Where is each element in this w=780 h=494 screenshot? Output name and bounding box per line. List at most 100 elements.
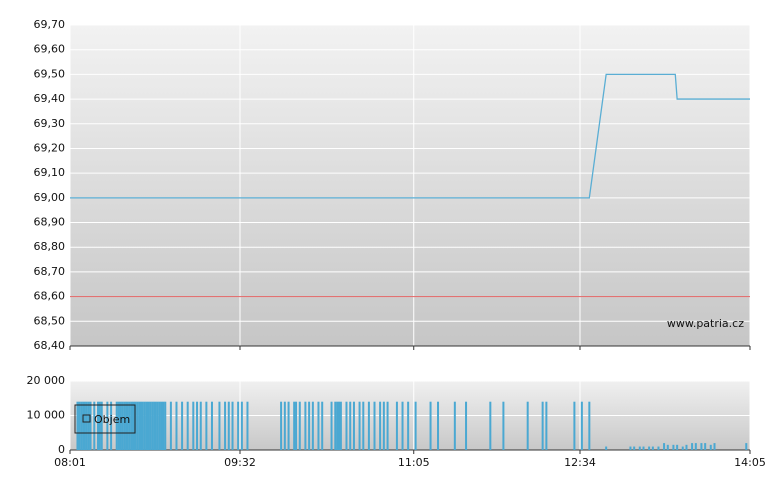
volume-bar (672, 444, 675, 450)
volume-bar (629, 446, 632, 450)
volume-bar (151, 401, 154, 450)
volume-bar (308, 401, 311, 450)
volume-bar (362, 401, 365, 450)
volume-bar (352, 401, 355, 450)
x-tick-label: 08:01 (54, 456, 86, 469)
volume-bar (642, 446, 645, 450)
volume-bar (128, 401, 131, 450)
volume-bar (339, 401, 342, 450)
y-tick-label: 0 (58, 443, 65, 456)
volume-bar (663, 443, 666, 450)
volume-bar (224, 401, 227, 450)
volume-bar (132, 401, 135, 450)
volume-bar (156, 401, 159, 450)
volume-bar (162, 401, 165, 450)
volume-bar (336, 401, 339, 450)
volume-bar (304, 401, 307, 450)
y-tick-label: 68,90 (34, 216, 66, 229)
y-tick-label: 69,10 (34, 166, 66, 179)
volume-bar (145, 401, 148, 450)
y-tick-label: 68,60 (34, 290, 66, 303)
volume-bar (330, 401, 333, 450)
volume-bar (240, 401, 243, 450)
y-tick-label: 10 000 (27, 409, 66, 422)
y-tick-label: 68,70 (34, 265, 66, 278)
volume-bar (745, 443, 748, 450)
y-tick-label: 69,70 (34, 18, 66, 31)
volume-bar (338, 401, 341, 450)
volume-bar (186, 401, 189, 450)
volume-bar (158, 401, 161, 450)
volume-bar (657, 446, 660, 450)
volume-bar (147, 401, 150, 450)
y-tick-label: 20 000 (27, 374, 66, 387)
volume-bar (154, 401, 157, 450)
volume-bar (293, 401, 296, 450)
volume-bar (295, 401, 298, 450)
volume-bar (429, 401, 432, 450)
volume-bar (345, 401, 348, 450)
y-tick-label: 69,40 (34, 92, 66, 105)
volume-bar (89, 401, 92, 450)
volume-bar (386, 401, 389, 450)
volume-bar (633, 446, 636, 450)
volume-bar (175, 401, 178, 450)
volume-bar (115, 401, 118, 450)
volume-bar (541, 401, 544, 450)
y-tick-label: 68,50 (34, 314, 66, 327)
volume-bar (437, 401, 440, 450)
volume-bar (143, 401, 146, 450)
volume-bar (121, 401, 124, 450)
volume-bar (231, 401, 234, 450)
volume-bar (407, 401, 410, 450)
volume-bar (414, 401, 417, 450)
volume-bar (76, 401, 79, 450)
volume-bar (280, 401, 283, 450)
volume-bar (126, 401, 129, 450)
price-line (70, 73, 750, 199)
volume-bar (379, 401, 382, 450)
volume-bar (141, 401, 144, 450)
volume-bar (588, 401, 591, 450)
volume-bar (181, 401, 184, 450)
volume-bar (502, 401, 505, 450)
y-tick-label: 69,20 (34, 141, 66, 154)
volume-bar (700, 443, 703, 450)
volume-bar (97, 401, 100, 450)
volume-bar (160, 401, 163, 450)
y-tick-label: 68,80 (34, 240, 66, 253)
legend-box (74, 404, 136, 434)
x-tick-label: 14:05 (734, 456, 766, 469)
volume-bar (453, 401, 456, 450)
x-tick-label: 12:34 (564, 456, 596, 469)
legend-label: Objem (94, 413, 130, 426)
volume-bar (93, 401, 96, 450)
volume-bar (681, 446, 684, 450)
volume-bar (218, 401, 221, 450)
volume-bar (713, 443, 716, 450)
volume-bar (317, 401, 320, 450)
y-tick-label: 69,50 (34, 67, 66, 80)
volume-bar (136, 401, 139, 450)
volume-bar (666, 444, 669, 450)
volume-bar (334, 401, 337, 450)
price-panel (70, 25, 750, 346)
volume-bar (526, 401, 529, 450)
volume-bar (138, 401, 141, 450)
volume-bar (125, 401, 128, 450)
volume-bar (169, 401, 172, 450)
volume-bar (80, 401, 83, 450)
volume-bar (367, 401, 370, 450)
volume-bar (153, 401, 156, 450)
volume-bar (246, 401, 249, 450)
volume-bar (545, 401, 548, 450)
volume-bar (106, 401, 109, 450)
volume-bar (395, 401, 398, 450)
y-tick-label: 68,40 (34, 339, 66, 352)
y-tick-label: 69,60 (34, 43, 66, 56)
volume-bar (123, 401, 126, 450)
watermark: www.patria.cz (667, 317, 744, 330)
volume-bar (78, 401, 81, 450)
volume-bar (321, 401, 324, 450)
